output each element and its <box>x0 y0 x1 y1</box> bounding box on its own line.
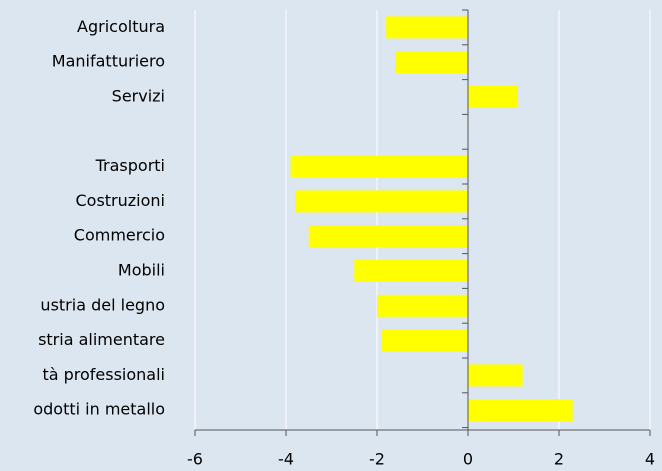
y-tick-label: Commercio <box>74 226 165 245</box>
bar <box>308 225 468 248</box>
y-tick-label: stria alimentare <box>38 330 165 349</box>
bar <box>386 16 468 39</box>
x-tick-label: -6 <box>187 450 203 469</box>
bar <box>295 190 468 213</box>
bar <box>290 155 468 178</box>
x-tick-label: 2 <box>554 450 564 469</box>
bar <box>381 329 468 352</box>
x-tick-label: -2 <box>369 450 385 469</box>
y-tick-label: Mobili <box>118 261 165 280</box>
bar <box>468 399 573 422</box>
y-tick-label: odotti in metallo <box>33 400 165 419</box>
bar <box>468 364 523 387</box>
bar <box>354 260 468 282</box>
y-tick-label: tà professionali <box>42 365 165 384</box>
y-tick-label: Costruzioni <box>75 191 165 210</box>
bar <box>468 86 519 108</box>
y-tick-label: Trasporti <box>95 156 165 175</box>
y-tick-label: Agricoltura <box>77 17 165 36</box>
x-tick-label: -4 <box>278 450 294 469</box>
x-tick-label: 0 <box>463 450 473 469</box>
bar <box>377 294 468 317</box>
y-tick-label: Servizi <box>112 87 165 106</box>
y-tick-label: ustria del legno <box>40 295 165 314</box>
bar <box>395 51 468 74</box>
y-tick-label: Manifatturiero <box>52 52 165 71</box>
x-tick-label: 4 <box>645 450 655 469</box>
